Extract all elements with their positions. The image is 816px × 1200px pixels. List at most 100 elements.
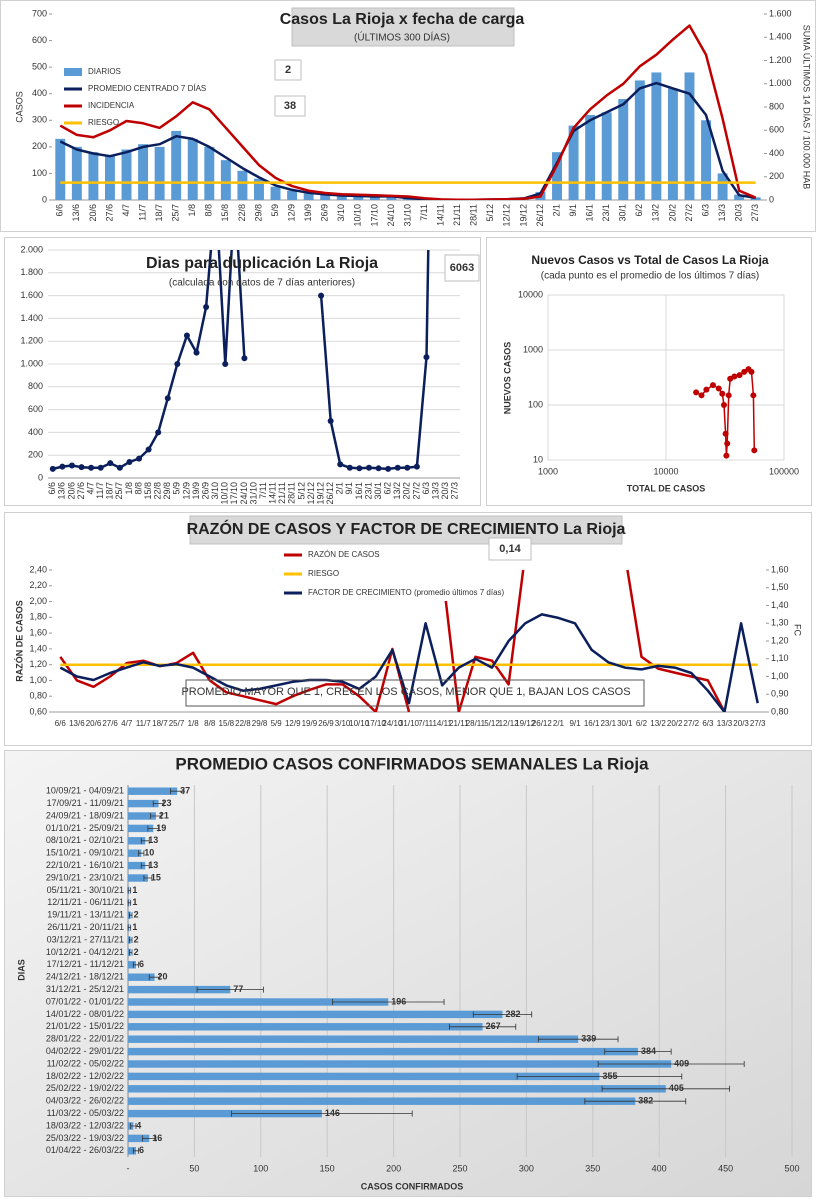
x-tick-label: 1/8	[187, 204, 197, 217]
x-tick-label: 13/2	[392, 482, 402, 500]
x-tick-label: 18/7	[154, 204, 164, 222]
x-tick-label: 6/6	[47, 482, 57, 495]
error-bar	[537, 1036, 619, 1043]
bar	[128, 1035, 579, 1043]
bar	[634, 80, 645, 200]
point	[413, 463, 420, 470]
x-tick-label: 19/12	[518, 204, 528, 227]
y-tick-label: 0	[42, 194, 47, 204]
bar	[128, 874, 148, 882]
x-tick-label: 8/8	[204, 204, 214, 217]
chart-title: PROMEDIO CASOS CONFIRMADOS SEMANALES La …	[175, 754, 649, 773]
value-label: 37	[180, 786, 190, 796]
y-tick-label: 18/02/22 - 12/02/22	[46, 1071, 124, 1081]
y-tick-label: 600	[32, 35, 47, 45]
x-tick-label: -	[127, 1163, 130, 1173]
x-tick-label: 17/10	[229, 482, 239, 505]
point	[174, 361, 181, 367]
error-bar	[150, 813, 162, 819]
x-tick-label: 16/1	[585, 204, 595, 222]
bar	[128, 973, 155, 981]
bar	[585, 114, 596, 200]
x-tick-label: 7/11	[418, 719, 434, 728]
error-bar	[132, 961, 140, 968]
x-tick-label: 2/1	[551, 204, 561, 217]
x-tick-label: 26/9	[320, 204, 330, 222]
chart-subtitle: (calculada con datos de 7 días anteriore…	[169, 278, 355, 289]
error-bar	[448, 1023, 517, 1030]
x-tick-label: 20/6	[86, 719, 102, 728]
x-tick-label: 1000	[538, 466, 558, 476]
point	[241, 355, 248, 362]
error-bar	[140, 837, 150, 844]
x-tick-label: 24/10	[382, 719, 403, 728]
chart-title: Casos La Rioja x fecha de carga	[280, 11, 525, 28]
x-tick-label: 19/9	[191, 482, 201, 500]
point	[365, 464, 372, 471]
value-label: 21	[159, 810, 169, 820]
plot-area	[55, 24, 761, 200]
y2-tick-label: 1.200	[769, 55, 792, 65]
x-tick-label: 5/12	[484, 719, 500, 728]
y-tick-label: 100	[32, 168, 47, 178]
value-label: 16	[152, 1133, 162, 1143]
annotation-box	[274, 95, 306, 117]
point	[693, 389, 700, 396]
y2-tick-label: 1.600	[769, 8, 792, 18]
bar	[71, 146, 82, 200]
error-bar	[231, 1110, 413, 1117]
value-label: 384	[641, 1046, 656, 1056]
x-tick-label: 6/2	[636, 719, 648, 728]
bar	[171, 130, 182, 200]
bar	[128, 849, 142, 857]
error-bar	[140, 862, 150, 869]
y-tick-label: 1,00	[29, 675, 47, 685]
x-tick-label: 27/2	[683, 719, 699, 728]
x-tick-label: 1/8	[188, 719, 200, 728]
point	[337, 461, 344, 468]
x-tick-label: 13/6	[69, 719, 85, 728]
y-tick-label: 2.000	[20, 244, 43, 254]
x-tick-label: 6/3	[421, 482, 431, 495]
error-bar	[128, 912, 133, 919]
x-tick-label: 11/7	[136, 719, 152, 728]
bar	[104, 154, 115, 200]
x-tick-label: 27/2	[411, 482, 421, 500]
x-tick-label: 100	[253, 1163, 268, 1173]
x-tick-label: 50	[189, 1163, 199, 1173]
error-bar	[147, 825, 159, 832]
y2-tick-label: 1,00	[771, 671, 789, 681]
x-tick-label: 1/8	[124, 482, 134, 495]
bar	[154, 146, 165, 200]
x-tick-label: 27/2	[684, 204, 694, 222]
x-tick-label: 27/6	[104, 204, 114, 222]
y-tick-label: 05/11/21 - 30/10/21	[47, 885, 124, 895]
point	[97, 464, 104, 471]
x-tick-label: 13/3	[430, 482, 440, 500]
y-axis-label: RAZÓN DE CASOS	[13, 600, 24, 682]
x-tick-label: 6/6	[55, 719, 67, 728]
y-tick-label: 1.600	[20, 290, 43, 300]
y-tick-label: 300	[32, 115, 47, 125]
error-bar	[132, 1147, 140, 1154]
bar	[601, 112, 612, 200]
point	[715, 385, 722, 392]
point	[78, 464, 85, 471]
x-tick-label: 20/6	[88, 204, 98, 222]
value-label: 1	[132, 922, 137, 932]
error-bar	[148, 974, 161, 981]
x-tick-label: 20/2	[402, 482, 412, 500]
x-tick-label: 14/11	[435, 204, 445, 226]
x-tick-label: 21/11	[277, 482, 287, 504]
point	[183, 332, 190, 339]
x-tick-label: 100000	[769, 466, 799, 476]
error-bar	[472, 1011, 533, 1018]
x-tick-label: 19/12	[515, 719, 536, 728]
x-tick-label: 27/3	[750, 719, 766, 728]
x-tick-label: 26/9	[318, 719, 334, 728]
line	[59, 24, 757, 200]
error-bar	[152, 800, 165, 807]
y-tick-label: 19/11/21 - 13/11/21	[47, 910, 124, 920]
bar	[55, 138, 66, 200]
x-tick-label: 20/3	[733, 719, 749, 728]
